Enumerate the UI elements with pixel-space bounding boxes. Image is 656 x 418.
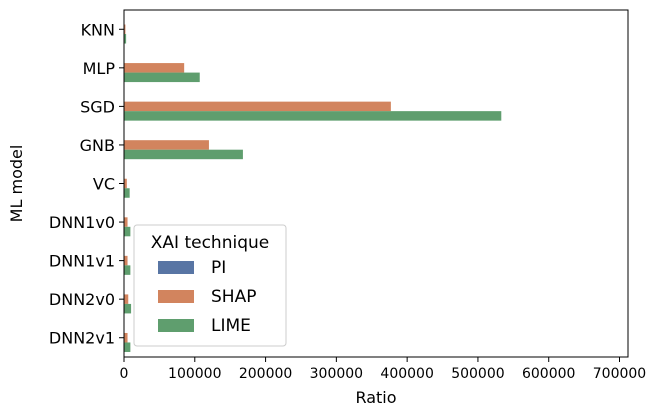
y-tick-label-dnn2v1: DNN2v1: [49, 329, 115, 348]
y-tick-label-knn: KNN: [81, 20, 115, 39]
legend-label-pi: PI: [211, 258, 226, 278]
bar-shap-mlp: [124, 63, 185, 73]
y-tick-label-mlp: MLP: [83, 59, 116, 78]
bars-group: [124, 15, 502, 352]
x-tick-label: 200000: [239, 366, 292, 382]
y-tick-label-vc: VC: [93, 175, 115, 194]
x-tick-label: 700000: [593, 366, 646, 382]
bar-shap-dnn1v1: [124, 255, 128, 266]
x-tick-label: 300000: [310, 366, 363, 382]
legend: XAI technique PI SHAP LIME: [133, 224, 287, 347]
bar-lime-vc: [124, 188, 130, 198]
y-tick-label-dnn1v1: DNN1v1: [49, 252, 115, 271]
x-tick-label: 400000: [380, 366, 433, 382]
bar-lime-mlp: [124, 72, 200, 83]
y-tick-label-gnb: GNB: [80, 136, 115, 155]
bar-lime-gnb: [124, 149, 243, 160]
x-tick-label: 500000: [451, 366, 504, 382]
bar-shap-dnn1v0: [124, 217, 128, 227]
y-tick-label-dnn2v0: DNN2v0: [49, 290, 115, 309]
bar-shap-gnb: [124, 140, 209, 150]
y-axis: KNN MLP SGD GNB VC DNN1v0 DNN1v1 DNN2v0 DNN2v1: [49, 20, 124, 348]
x-tick-label: 0: [120, 366, 129, 382]
bar-shap-vc: [124, 178, 127, 189]
legend-box: [133, 224, 287, 347]
x-axis-label: Ratio: [355, 388, 396, 407]
legend-swatch-shap: [158, 290, 194, 303]
legend-title: XAI technique: [151, 233, 269, 253]
bar-shap-dnn2v1: [124, 332, 128, 343]
y-tick-label-sgd: SGD: [80, 97, 115, 116]
legend-label-lime: LIME: [211, 316, 251, 336]
bar-shap-knn: [124, 24, 126, 35]
y-axis-label: ML model: [7, 145, 26, 223]
bar-lime-dnn1v0: [124, 226, 131, 237]
x-axis: 0 100000 200000 300000 400000 500000 600000 700…: [120, 357, 646, 382]
legend-label-shap: SHAP: [211, 287, 256, 307]
x-tick-label: 100000: [168, 366, 221, 382]
bar-lime-sgd: [124, 111, 502, 121]
legend-items: PI SHAP LIME: [158, 258, 256, 336]
bar-shap-dnn2v0: [124, 294, 129, 304]
y-tick-label-dnn1v0: DNN1v0: [49, 213, 115, 232]
x-tick-label: 600000: [522, 366, 575, 382]
bar-lime-knn: [124, 34, 127, 44]
legend-swatch-lime: [158, 319, 194, 332]
bar-shap-sgd: [124, 101, 391, 112]
bar-lime-dnn2v1: [124, 342, 131, 352]
legend-swatch-pi: [158, 261, 194, 274]
plot-frame: [123, 9, 629, 358]
bar-lime-dnn1v1: [124, 265, 131, 275]
bar-lime-dnn2v0: [124, 303, 132, 314]
